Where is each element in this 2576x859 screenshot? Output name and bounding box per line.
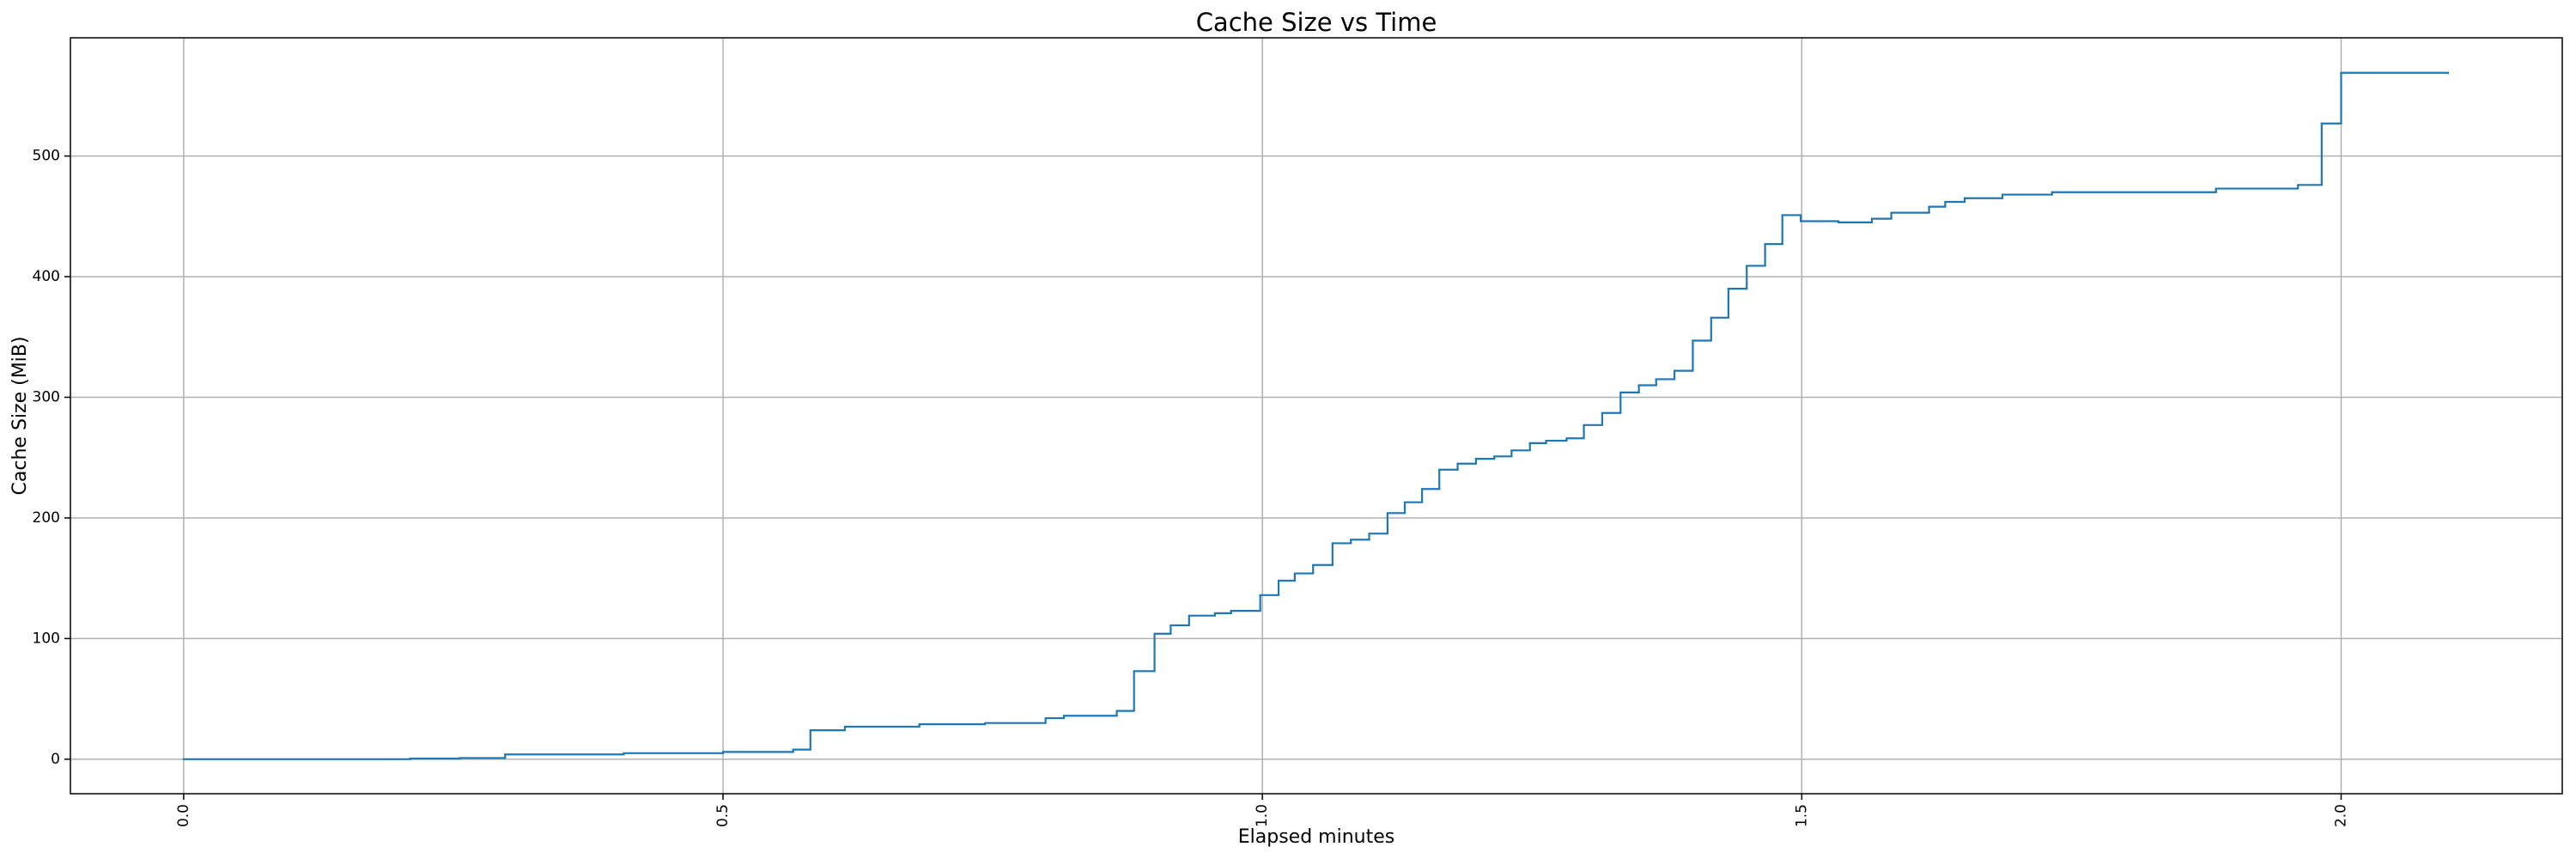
y-tick-label: 400 (33, 268, 60, 285)
plot-frame (70, 37, 2563, 795)
x-tick-label: 0.5 (714, 804, 732, 827)
y-axis-label: Cache Size (MiB) (9, 337, 31, 496)
x-tick-label: 0.0 (175, 804, 192, 827)
chart-title: Cache Size vs Time (1196, 8, 1437, 37)
y-tick-label: 200 (33, 509, 60, 527)
y-tick-label: 100 (33, 630, 60, 647)
y-tick-label: 0 (51, 751, 60, 768)
y-tick-label: 500 (33, 148, 60, 165)
x-tick-label: 1.0 (1254, 804, 1271, 827)
x-tick-label: 2.0 (2332, 804, 2349, 827)
y-tick-label: 300 (33, 389, 60, 406)
x-axis-label: Elapsed minutes (1238, 826, 1394, 848)
x-tick-label: 1.5 (1793, 804, 1810, 827)
